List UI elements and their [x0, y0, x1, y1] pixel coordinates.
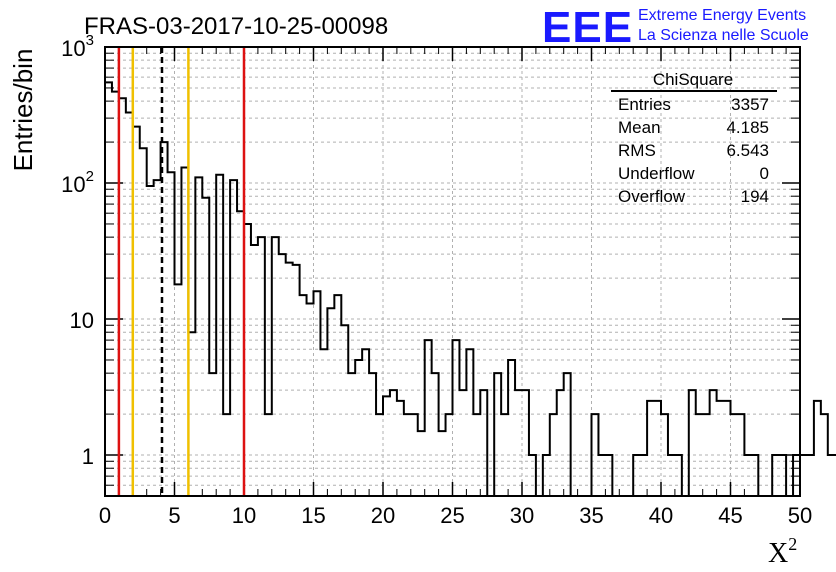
- x-tick-labels: 0 5 10 15 20 25 30 35 40 45 50: [99, 503, 812, 528]
- histogram-bin: [369, 373, 376, 496]
- histogram-bin: [216, 175, 223, 496]
- stats-row-label: Overflow: [618, 187, 686, 206]
- histogram-bin: [272, 237, 279, 496]
- histogram-bin: [195, 177, 202, 496]
- histogram-bin: [397, 401, 404, 496]
- stats-row-value: 6.543: [726, 141, 769, 160]
- histogram-bin: [383, 396, 390, 496]
- x-tick-label: 30: [510, 503, 534, 528]
- histogram-bin: [564, 373, 571, 496]
- x-tick-label: 15: [301, 503, 325, 528]
- histogram-bin: [821, 414, 828, 496]
- histogram-bin: [814, 401, 821, 496]
- x-tick-label: 0: [99, 503, 111, 528]
- histogram-bin: [689, 390, 696, 496]
- histogram-bin: [202, 198, 209, 496]
- histogram-bin: [466, 349, 473, 496]
- histogram-bin: [515, 390, 522, 496]
- histogram-bin: [140, 148, 147, 496]
- y-tick-labels: 1 10 102 103: [61, 32, 94, 469]
- histogram-bin: [314, 291, 321, 496]
- histogram-bin: [362, 349, 369, 496]
- histogram-bin: [480, 390, 487, 496]
- histogram-bin: [154, 180, 161, 496]
- histogram-bin: [348, 373, 355, 496]
- histogram-bin: [453, 340, 460, 496]
- histogram-bin: [355, 360, 362, 496]
- stats-row-label: RMS: [618, 141, 656, 160]
- stats-row-value: 194: [741, 187, 769, 206]
- stats-row-label: Mean: [618, 118, 661, 137]
- reference-lines: [117, 47, 246, 496]
- histogram-bin: [717, 401, 724, 496]
- histogram-bin: [230, 180, 237, 496]
- stats-row-label: Underflow: [618, 164, 695, 183]
- y-tick-label: 10: [70, 308, 94, 333]
- histogram-bin: [557, 390, 564, 496]
- histogram-bin: [341, 325, 348, 496]
- y-tick-label: 1: [82, 444, 94, 469]
- x-tick-label: 45: [718, 503, 742, 528]
- x-axis-label: X2: [768, 534, 797, 569]
- chart-title: FRAS-03-2017-10-25-00098: [84, 13, 388, 40]
- histogram-bin: [508, 360, 515, 496]
- stats-row-value: 0: [760, 164, 769, 183]
- histogram-bin: [251, 245, 258, 496]
- histogram-bin: [147, 186, 154, 496]
- logo-line-2: La Scienza nelle Scuole: [638, 27, 809, 44]
- histogram-bin: [105, 82, 112, 496]
- histogram-bin: [647, 401, 654, 496]
- histogram-bin: [320, 349, 327, 496]
- histogram-bin: [439, 431, 446, 496]
- histogram-bin: [418, 431, 425, 496]
- x-tick-label: 5: [168, 503, 180, 528]
- x-tick-label: 35: [579, 503, 603, 528]
- y-tick-label: 102: [61, 168, 94, 197]
- histogram-bin: [724, 401, 731, 496]
- histogram-bin: [432, 373, 439, 496]
- histogram-bin: [710, 390, 717, 496]
- histogram-bin: [459, 390, 466, 496]
- x-tick-label: 20: [371, 503, 395, 528]
- plot-frame: [104, 46, 801, 497]
- x-tick-label: 40: [649, 503, 673, 528]
- x-tick-label: 50: [788, 503, 812, 528]
- x-tick-label: 25: [440, 503, 464, 528]
- eee-logo-text: EEE: [542, 3, 633, 52]
- histogram-bin: [425, 340, 432, 496]
- histogram-bin: [522, 390, 529, 496]
- stats-row-value: 4.185: [726, 118, 769, 137]
- logo-line-1: Extreme Energy Events: [638, 7, 806, 24]
- grid-lines: [105, 47, 800, 497]
- stats-row-label: Entries: [618, 95, 671, 114]
- stats-row-value: 3357: [731, 95, 769, 114]
- stats-title: ChiSquare: [653, 70, 733, 89]
- histogram-bin: [654, 401, 661, 496]
- histogram-bin: [209, 373, 216, 496]
- histogram-bin: [279, 254, 286, 496]
- histogram-bin: [494, 373, 501, 496]
- histogram-bin: [828, 455, 835, 496]
- y-tick-label: 103: [61, 32, 94, 61]
- histogram-outline: [105, 81, 836, 497]
- histogram-bin: [800, 455, 807, 496]
- histogram-bin: [168, 172, 175, 496]
- y-axis-label: Entries/bin: [8, 49, 38, 172]
- stats-box: ChiSquare Entries 3357 Mean 4.185 RMS 6.543 Un…: [611, 70, 777, 206]
- histogram-bin: [258, 237, 265, 496]
- histogram-bin: [390, 390, 397, 496]
- histogram-bin: [807, 455, 814, 496]
- x-tick-label: 10: [232, 503, 256, 528]
